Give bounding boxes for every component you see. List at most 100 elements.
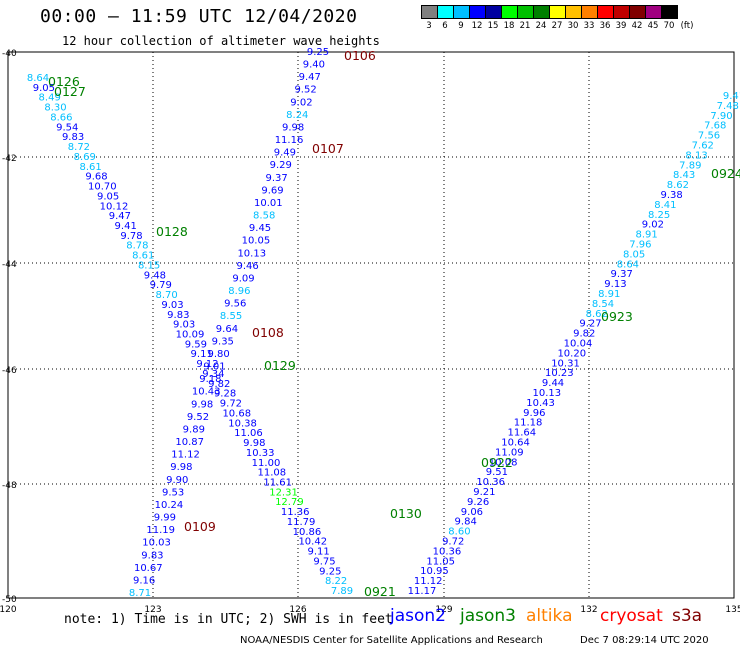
swh-value: 9.80	[208, 349, 230, 360]
swh-value: 10.03	[142, 538, 171, 549]
swh-value: 9.79	[150, 280, 172, 291]
satellite-legend-jason2: jason2	[390, 606, 446, 626]
swh-value: 8.13	[685, 150, 707, 161]
swh-value: 9.83	[62, 132, 84, 143]
swh-value: 9.25	[307, 47, 329, 58]
swh-value: 9.45	[249, 223, 271, 234]
swh-value: 9.27	[579, 319, 601, 330]
y-tick-label: -44	[2, 260, 17, 270]
swh-value: 8.55	[220, 311, 242, 322]
swh-value: 9.02	[290, 97, 312, 108]
swh-value: 8.62	[667, 180, 689, 191]
x-tick-label: 126	[289, 605, 306, 615]
pass-time-label: 0922	[481, 455, 513, 470]
swh-value: 10.13	[237, 248, 266, 259]
y-tick-label: -40	[2, 49, 17, 59]
swh-value: 8.66	[50, 112, 72, 123]
swh-value: 8.78	[126, 241, 148, 252]
swh-value: 10.68	[222, 408, 251, 419]
swh-value: 9.78	[120, 231, 142, 242]
pass-time-label: 0921	[364, 584, 396, 599]
swh-value: 8.91	[598, 289, 620, 300]
swh-value: 9.72	[442, 537, 464, 548]
scale-label: 21	[519, 21, 531, 31]
swh-value: 10.12	[100, 201, 129, 212]
swh-value: 9.96	[523, 408, 545, 419]
units-note: note: 1) Time is in UTC; 2) SWH is in fe…	[64, 612, 393, 627]
swh-value: 8.30	[44, 103, 66, 114]
x-tick-label: 135	[725, 605, 740, 615]
swh-value: 9.98	[243, 438, 265, 449]
scale-label: 27	[551, 21, 563, 31]
swh-value: 8.25	[648, 210, 670, 221]
scale-label: 9	[458, 21, 464, 31]
swh-value: 9.37	[611, 269, 633, 280]
swh-value: 9.52	[294, 85, 316, 96]
pass-time-label: 0108	[252, 325, 284, 340]
x-tick-label: 123	[144, 605, 161, 615]
pass-time-label: 0107	[312, 141, 344, 156]
satellite-legend-jason3: jason3	[460, 606, 516, 626]
swh-value: 9.56	[224, 299, 246, 310]
y-tick-label: -50	[2, 595, 17, 605]
swh-value: 9.26	[467, 497, 489, 508]
swh-value: 10.24	[155, 500, 184, 511]
swh-value: 9.59	[185, 339, 207, 350]
scale-label: 39	[615, 21, 627, 31]
pass-time-label: 0128	[156, 224, 188, 239]
swh-value: 10.01	[254, 198, 283, 209]
swh-value: 10.43	[526, 398, 555, 409]
swh-value: 9.89	[183, 424, 205, 435]
pass-time-label: 0126	[48, 74, 80, 89]
swh-value: 9.16	[133, 575, 155, 586]
map-frame	[7, 51, 735, 599]
page-subtitle: 12 hour collection of altimeter wave hei…	[62, 34, 380, 48]
swh-value: 10.87	[175, 437, 204, 448]
swh-value: 8.96	[228, 286, 250, 297]
swh-value: 9.72	[220, 399, 242, 410]
scale-label: 45	[647, 21, 659, 31]
swh-value: 10.09	[176, 330, 205, 341]
swh-value: 9.13	[604, 279, 626, 290]
swh-value: 8.24	[286, 110, 308, 121]
swh-value: 10.08	[489, 457, 518, 468]
swh-value: 8.58	[253, 211, 275, 222]
swh-value: 9.47	[109, 211, 131, 222]
swh-value: 8.05	[623, 249, 645, 260]
swh-value: 10.70	[88, 182, 117, 193]
swh-value: 8.15	[138, 260, 160, 271]
swh-value: 9.98	[282, 122, 304, 133]
swh-value: 8.41	[654, 200, 676, 211]
swh-value: 11.09	[495, 447, 524, 458]
scale-label: 18	[503, 21, 515, 31]
swh-value: 11.18	[514, 418, 543, 429]
swh-value: 7.48	[717, 101, 739, 112]
swh-value: 11.00	[252, 458, 281, 469]
swh-value: 9.01	[203, 362, 225, 373]
swh-value: 8.70	[155, 290, 177, 301]
swh-value: 9.48	[144, 270, 166, 281]
swh-value: 9.02	[642, 220, 664, 231]
pass-time-label: 0106	[344, 48, 376, 63]
y-tick-label: -48	[2, 481, 17, 491]
swh-value: 9.69	[261, 185, 283, 196]
swh-value: 7.62	[692, 141, 714, 152]
swh-value: 9.47	[299, 72, 321, 83]
scale-swatch	[661, 5, 678, 19]
swh-value: 9.90	[166, 475, 188, 486]
swh-value: 8.61	[132, 251, 154, 262]
swh-value: 11.05	[426, 556, 455, 567]
swh-value: 8.72	[68, 142, 90, 153]
swh-value: 9.41	[115, 221, 137, 232]
color-scale: 3 6 9 12 15 18 21 24 27 30 33 36 39 42 45 70 (ft)	[421, 5, 697, 31]
x-tick-label: 120	[0, 605, 17, 615]
scale-unit: (ft)	[680, 21, 694, 31]
pass-time-label: 0129	[264, 358, 296, 373]
swh-value: 9.21	[473, 487, 495, 498]
swh-value: 11.12	[414, 576, 443, 587]
swh-value: 9.68	[85, 172, 107, 183]
swh-value: 11.79	[287, 517, 316, 528]
swh-value: 11.36	[281, 507, 310, 518]
swh-value: 9.53	[162, 487, 184, 498]
